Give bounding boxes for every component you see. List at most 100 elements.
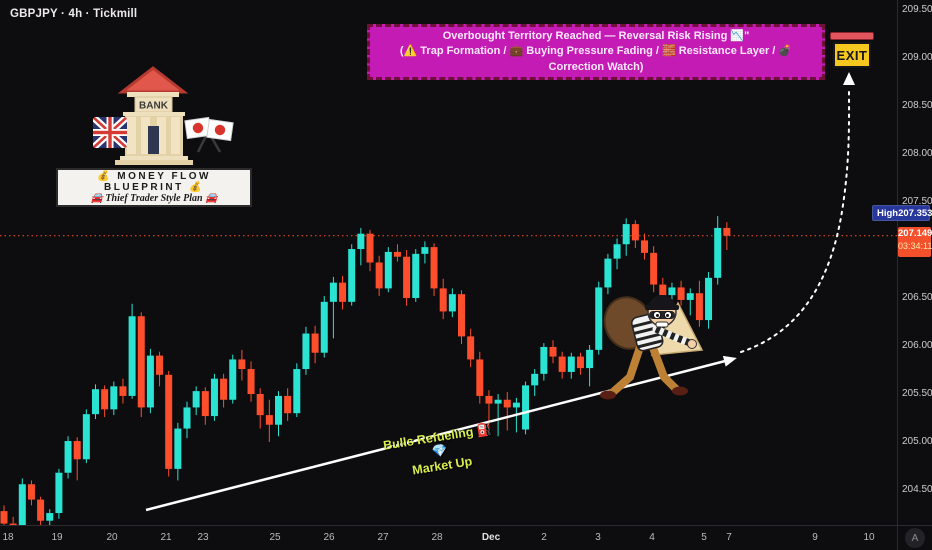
candle-body xyxy=(412,253,420,298)
time-axis-separator[interactable] xyxy=(0,525,932,526)
price-tick: 205.500 xyxy=(902,388,932,399)
time-tick: 3 xyxy=(595,532,601,543)
candle-body xyxy=(641,240,648,253)
candle-body xyxy=(0,511,8,524)
bank-clipart: BANK xyxy=(93,66,234,165)
price-tick: 204.500 xyxy=(902,484,932,495)
candle-body xyxy=(220,378,228,400)
price-axis[interactable]: 209.500 209.000 208.500 208.000 207.500 206.5… xyxy=(898,0,932,525)
time-tick: 5 xyxy=(701,532,707,543)
candlestick-plot[interactable] xyxy=(0,0,897,525)
candle-body xyxy=(284,395,292,414)
trend-line[interactable] xyxy=(145,357,734,512)
price-tick: 206.000 xyxy=(902,340,932,351)
candle-body xyxy=(439,288,447,312)
time-tick: 20 xyxy=(106,532,118,543)
thief-arm-stripes xyxy=(654,325,692,347)
candle-body xyxy=(403,256,411,298)
price-tick: 207.500 xyxy=(902,196,932,207)
candle-body xyxy=(174,428,182,469)
price-tick: 209.000 xyxy=(902,52,932,63)
candle-body xyxy=(485,395,493,404)
candle-body xyxy=(540,346,548,374)
candle-body xyxy=(302,333,310,370)
exit-sign-bar xyxy=(830,32,874,40)
time-tick: 23 xyxy=(197,532,209,543)
candle-body xyxy=(156,355,164,375)
candle-body xyxy=(613,244,621,259)
candle-body xyxy=(549,346,557,357)
warning-banner[interactable]: Overbought Territory Reached — Reversal … xyxy=(367,24,825,81)
candle-body xyxy=(229,359,237,400)
bank-roof xyxy=(117,66,189,94)
candle-body xyxy=(201,391,209,417)
candle-body xyxy=(503,399,511,408)
blueprint-label[interactable]: 💰 MONEY FLOW BLUEPRINT 💰 🚘 Thief Trader … xyxy=(56,168,252,207)
candle-body xyxy=(82,414,90,460)
candle-body xyxy=(320,301,328,353)
candle-body xyxy=(512,402,520,408)
time-tick: 10 xyxy=(863,532,875,543)
candle-body xyxy=(723,227,731,236)
time-tick: Dec xyxy=(481,532,501,543)
high-price-badge: High 207.353 xyxy=(872,205,932,221)
projection-arrowhead xyxy=(843,72,855,85)
candle-body xyxy=(567,356,575,372)
price-tick: 205.000 xyxy=(902,436,932,447)
candle-body xyxy=(522,385,530,430)
thief-eye-right xyxy=(666,314,669,317)
symbol-title: GBPJPY · 4h · Tickmill xyxy=(10,8,138,20)
candle-body xyxy=(714,227,722,278)
trend-line-arrowhead xyxy=(722,355,737,367)
adjust-scale-button[interactable]: A xyxy=(905,528,925,548)
time-tick: 18 xyxy=(2,532,14,543)
candle-body xyxy=(238,359,246,370)
high-badge-label: High xyxy=(877,207,899,219)
candle-body xyxy=(595,287,603,350)
exit-sign[interactable]: EXIT xyxy=(828,30,878,72)
thief-grin xyxy=(655,321,669,328)
thief-eye-left xyxy=(656,314,659,317)
thief-shoe-left xyxy=(600,390,616,400)
candle-body xyxy=(64,441,72,473)
thief-hand xyxy=(687,339,697,349)
time-tick: 7 xyxy=(726,532,732,543)
price-tick: 208.000 xyxy=(902,148,932,159)
candle-body xyxy=(210,378,218,417)
bank-step-2 xyxy=(115,160,193,165)
thief-hat-brim xyxy=(645,305,679,310)
candle-body xyxy=(622,224,630,245)
candle-body xyxy=(494,399,502,404)
time-tick: 19 xyxy=(51,532,63,543)
time-tick: 27 xyxy=(377,532,389,543)
time-tick: 4 xyxy=(649,532,655,543)
thief-shoe-right xyxy=(672,386,688,396)
candle-body xyxy=(192,391,200,408)
blueprint-subtitle: 🚘 Thief Trader Style Plan 🚘 xyxy=(90,193,218,204)
candle-body xyxy=(430,247,438,289)
candle-body xyxy=(366,233,374,263)
thief-back-leg xyxy=(608,337,646,397)
candle-body xyxy=(293,369,301,414)
candle-body xyxy=(384,251,392,289)
candle-body xyxy=(18,484,26,525)
candle-body xyxy=(329,282,337,302)
candle-body xyxy=(37,499,45,521)
candle-body xyxy=(101,389,109,410)
price-axis-separator[interactable] xyxy=(897,0,898,550)
candle-body xyxy=(311,333,319,353)
time-tick: 21 xyxy=(160,532,172,543)
candle-body xyxy=(686,293,694,300)
candle-body xyxy=(92,389,99,415)
projection-curve[interactable] xyxy=(740,87,851,353)
bank-pediment xyxy=(127,92,179,97)
time-axis[interactable]: 18 19 20 21 23 25 26 27 28 Dec 2 3 4 5 7 9 10 xyxy=(0,526,932,550)
candle-body xyxy=(705,277,713,321)
candle-body xyxy=(448,294,456,312)
candle-body xyxy=(650,252,658,285)
japan-flags xyxy=(184,116,234,153)
candle-body xyxy=(275,395,282,425)
time-tick: 2 xyxy=(541,532,547,543)
candle-body xyxy=(73,441,81,460)
candle-body xyxy=(183,407,191,429)
